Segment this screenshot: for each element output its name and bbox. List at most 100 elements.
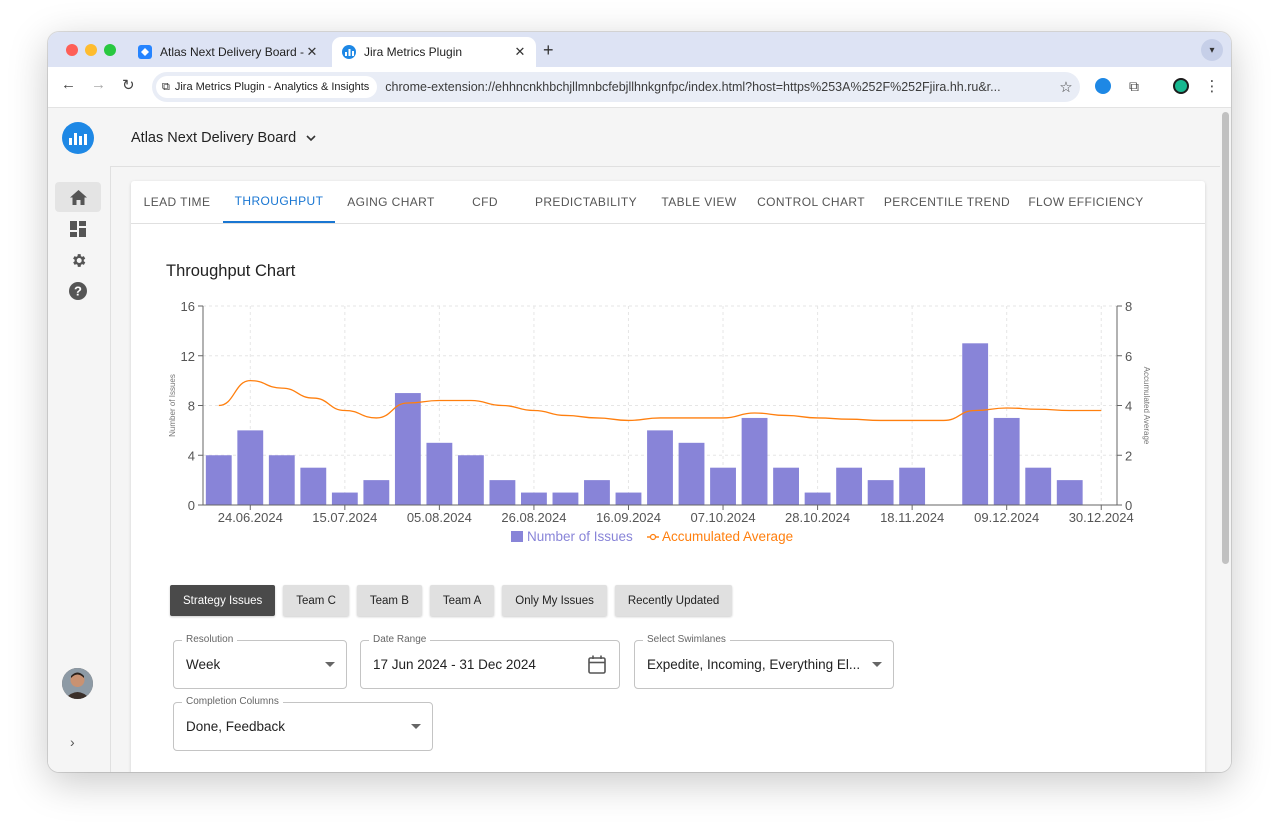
x-tick-label: 05.08.2024 [407,510,472,525]
browser-tab-jira-metrics[interactable]: Jira Metrics Plugin ✕ [332,37,536,67]
dropdown-arrow-icon [411,724,421,729]
accumulated-average-line [218,379,1102,422]
bar [867,480,894,505]
resolution-label: Resolution [182,634,238,645]
tab-table-view[interactable]: TABLE VIEW [661,195,737,209]
site-info-chip[interactable]: ⧉ Jira Metrics Plugin - Analytics & Insi… [156,76,378,98]
bar [331,492,358,505]
close-tab-icon[interactable]: ✕ [306,44,318,59]
jira-metrics-extension-icon[interactable] [1094,77,1112,95]
close-window-button[interactable] [66,44,78,56]
sidebar-item-dashboard[interactable] [55,214,101,244]
resolution-select[interactable]: Resolution Week [173,634,347,689]
y-tick-label: 12 [181,349,195,364]
bar [773,467,799,505]
browser-tab-title: Jira Metrics Plugin [364,45,463,59]
y-axis-title: Number of Issues [168,374,177,437]
tab-aging-chart[interactable]: AGING CHART [347,195,435,209]
y-tick-label: 16 [181,299,195,314]
filter-team-c[interactable]: Team C [283,585,349,616]
y-tick-label: 8 [188,399,195,414]
swimlanes-value: Expedite, Incoming, Everything El... [647,657,861,672]
jira-favicon-icon [138,45,152,59]
legend-line-marker [649,533,657,541]
minimize-window-button[interactable] [85,44,97,56]
url-text[interactable]: chrome-extension://ehhncnkhbchjllmnbcfeb… [385,80,1001,94]
bar [300,467,327,505]
user-avatar[interactable] [62,668,93,699]
scrollbar-thumb[interactable] [1222,112,1229,564]
bar [710,467,736,505]
dropdown-arrow-icon [325,662,335,667]
filter-team-b[interactable]: Team B [356,585,422,616]
filter-strategy-issues[interactable]: Strategy Issues [170,585,276,616]
tab-percentile-trend[interactable]: PERCENTILE TREND [883,195,1011,209]
tab-flow-efficiency[interactable]: FLOW EFFICIENCY [1028,195,1144,209]
profile-icon[interactable] [1172,77,1190,95]
bar [804,492,831,505]
tab-control-chart[interactable]: CONTROL CHART [757,195,865,209]
tab-search-chevron-icon[interactable]: ▾ [1201,39,1223,61]
resolution-value: Week [186,657,221,672]
calendar-icon[interactable] [588,655,606,674]
expand-sidebar-chevron-icon[interactable]: › [70,734,75,750]
forward-arrow-icon[interactable]: → [91,76,106,93]
address-bar[interactable]: ⧉ Jira Metrics Plugin - Analytics & Insi… [152,72,1080,102]
sidebar-item-home[interactable] [55,182,101,212]
browser-tab-atlas[interactable]: Atlas Next Delivery Board - K ✕ [128,37,328,67]
filter-team-a[interactable]: Team A [429,585,495,616]
y2-axis-title: Accumulated Average [1142,367,1151,445]
swimlanes-select[interactable]: Select Swimlanes Expedite, Incoming, Eve… [634,634,894,689]
page-header: Atlas Next Delivery Board [110,108,1220,167]
close-tab-icon[interactable]: ✕ [514,44,526,59]
bookmark-star-icon[interactable]: ☆ [1059,79,1073,96]
filter-only-my-issues[interactable]: Only My Issues [502,585,607,616]
y2-tick-label: 4 [1125,399,1132,414]
date-range-label: Date Range [369,634,431,645]
x-tick-label: 28.10.2024 [785,510,850,525]
x-tick-label: 16.09.2024 [596,510,661,525]
bar [1025,467,1052,505]
chart-title: Throughput Chart [166,262,296,280]
sidebar-item-help[interactable]: ? [55,276,101,306]
date-range-field[interactable]: Date Range 17 Jun 2024 - 31 Dec 2024 [360,634,620,689]
throughput-chart: 0 4 8 12 16 0 2 4 6 8 24.06.2024 15.07.2024 05.08.20… [168,299,1151,544]
legend-number-of-issues: Number of Issues [527,529,633,544]
bar [457,455,484,505]
sidebar-item-settings[interactable] [55,245,101,275]
bar [426,442,453,505]
page-scrollbar[interactable] [1220,108,1231,772]
bar [205,455,232,505]
completion-columns-select[interactable]: Completion Columns Done, Feedback [173,696,433,751]
board-selector[interactable]: Atlas Next Delivery Board [131,130,316,146]
new-tab-icon[interactable]: + [543,40,554,60]
back-arrow-icon[interactable]: ← [61,76,76,93]
quick-filters: Strategy Issues Team C Team B Team A Onl… [170,585,740,616]
app-area: ? › Atlas Next Delivery Board [48,108,1231,772]
board-name: Atlas Next Delivery Board [131,130,297,146]
completion-columns-value: Done, Feedback [186,719,286,734]
tab-cfd[interactable]: CFD [472,195,498,209]
x-tick-label: 09.12.2024 [974,510,1039,525]
dropdown-arrow-icon [872,662,882,667]
filter-recently-updated[interactable]: Recently Updated [614,585,733,616]
bar [678,442,705,505]
tab-throughput[interactable]: THROUGHPUT [223,181,335,223]
tab-lead-time[interactable]: LEAD TIME [143,195,211,209]
chart-favicon-icon [342,45,356,59]
reload-icon[interactable]: ↻ [122,77,135,94]
maximize-window-button[interactable] [104,44,116,56]
extension-puzzle-icon: ⧉ [162,80,170,93]
bar [741,417,768,505]
bar [647,430,673,505]
bar [993,417,1020,505]
svg-text:?: ? [74,284,82,299]
browser-menu-icon[interactable]: ⋮ [1204,78,1220,95]
y-tick-label: 4 [188,448,195,463]
app-logo-icon[interactable] [62,122,94,154]
tab-predictability[interactable]: PREDICTABILITY [534,195,638,209]
y-tick-label: 0 [188,498,195,513]
bar [962,343,989,505]
extensions-puzzle-icon[interactable]: ⧉ [1129,77,1139,94]
x-tick-label: 30.12.2024 [1069,510,1134,525]
